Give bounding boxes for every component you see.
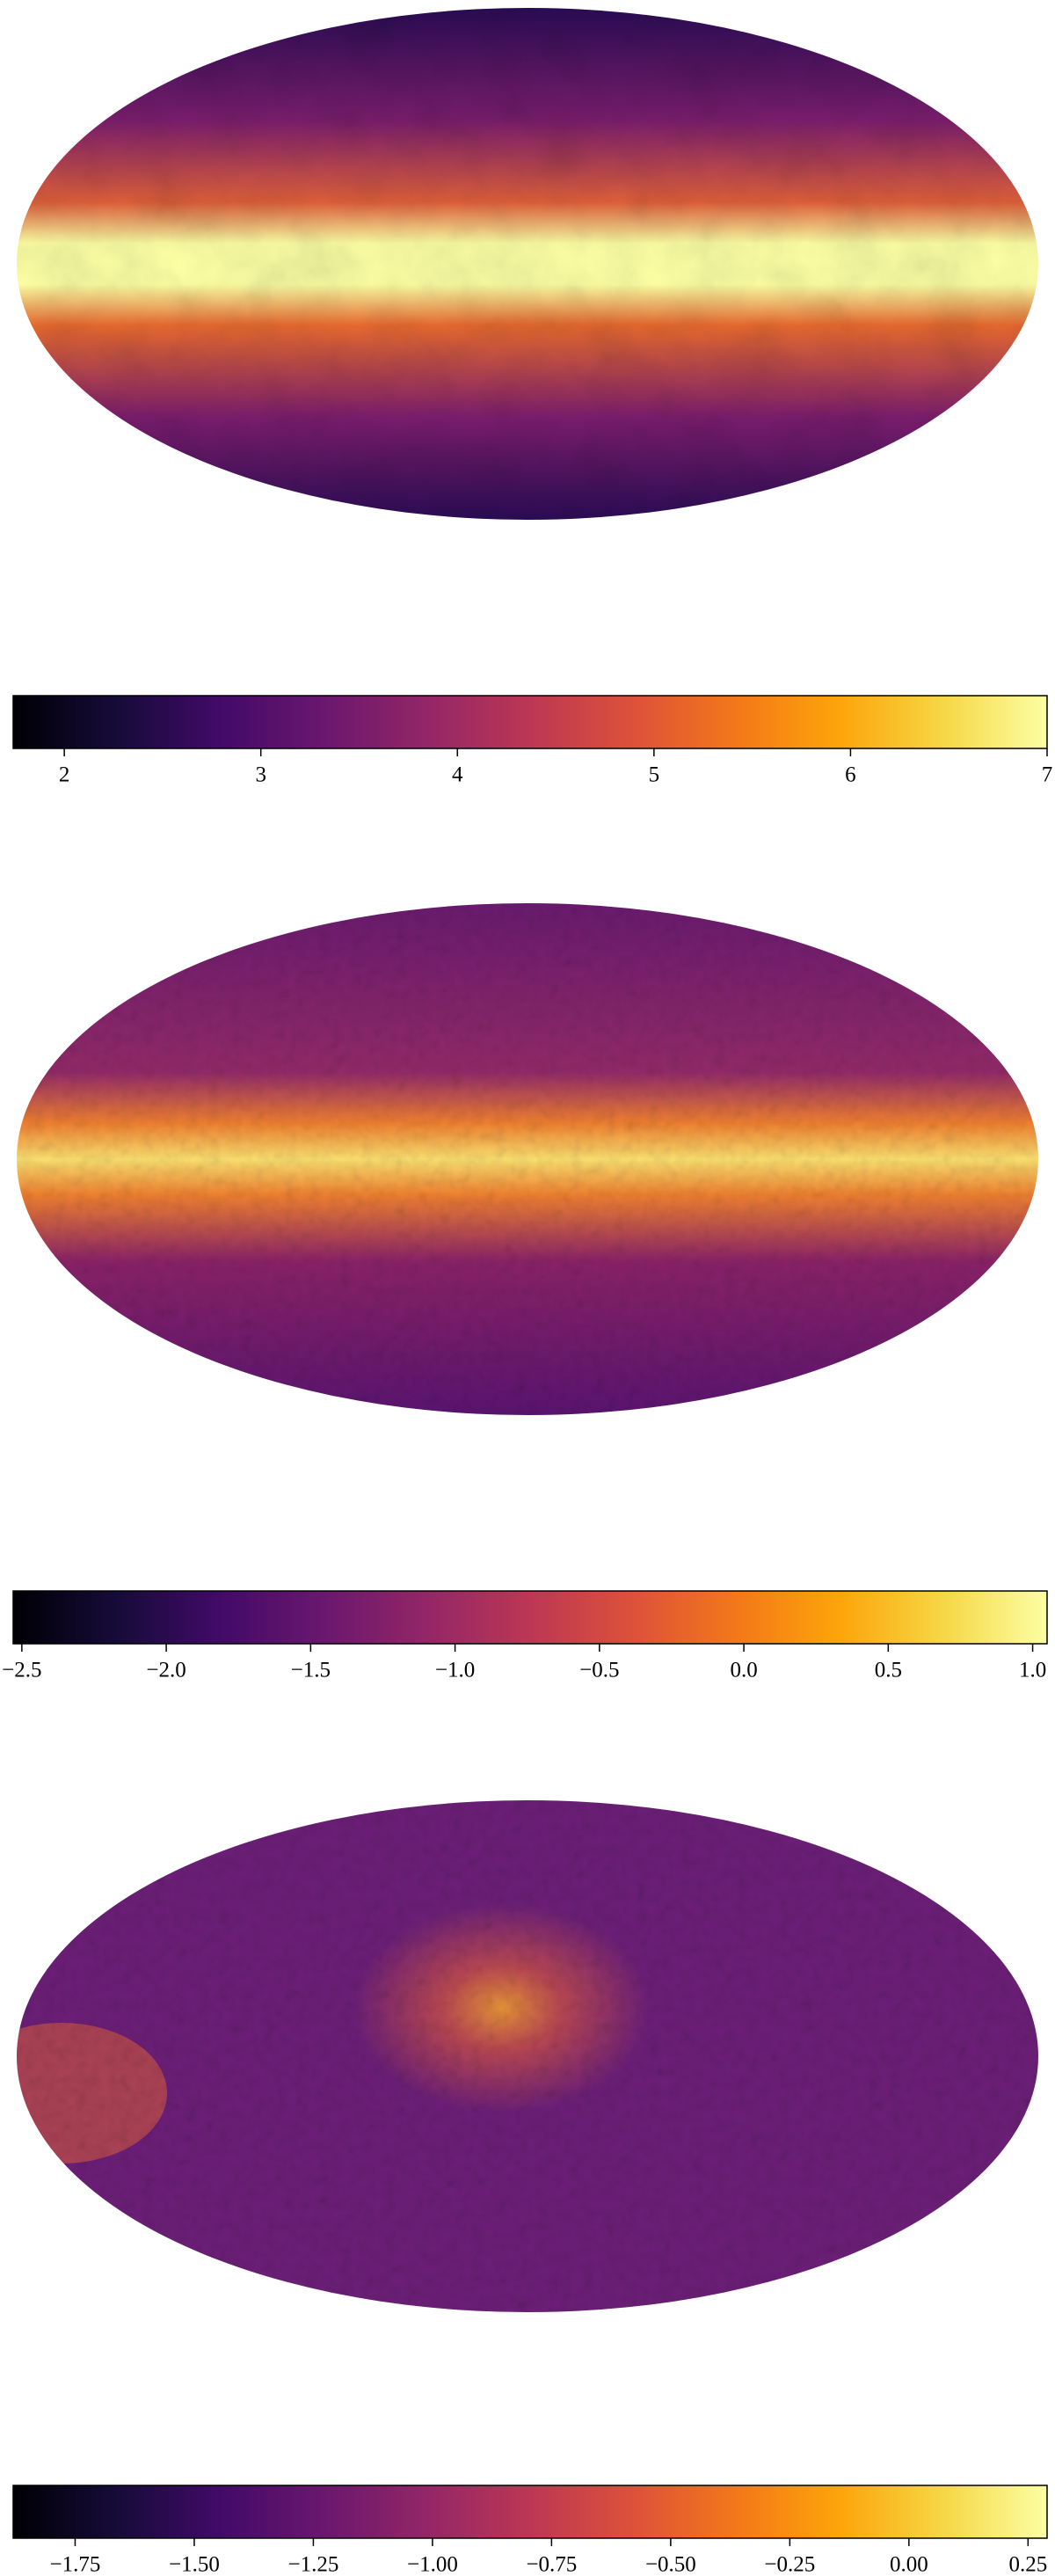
- tick-label: −0.50: [645, 2553, 696, 2572]
- colorbar: [12, 1590, 1048, 1645]
- tick-label: 7: [1042, 763, 1053, 787]
- tick-label: −0.25: [764, 2553, 815, 2572]
- tick-label: 0.25: [1008, 2553, 1047, 2572]
- tick-label: −1.0: [435, 1659, 475, 1682]
- tick-label: 6: [845, 763, 856, 787]
- tick-label: −1.00: [407, 2553, 458, 2572]
- tick-label: −1.75: [50, 2553, 101, 2572]
- sky-map: [17, 8, 1038, 520]
- tick-label: −1.25: [287, 2553, 338, 2572]
- colorbar: [12, 695, 1048, 749]
- tick-label: −2.5: [2, 1659, 41, 1682]
- tick-label: 4: [452, 763, 463, 787]
- tick-label: 0.0: [730, 1659, 757, 1682]
- tick-label: 3: [255, 763, 266, 787]
- tick-label: 2: [59, 763, 70, 787]
- tick-label: 0.00: [890, 2553, 928, 2572]
- sky-map: [17, 1800, 1038, 2312]
- sky-map: [17, 903, 1038, 1415]
- tick-label: −2.0: [146, 1659, 186, 1682]
- tick-label: 1.0: [1019, 1659, 1046, 1682]
- tick-label: −0.75: [526, 2553, 577, 2572]
- tick-label: 0.5: [875, 1659, 902, 1682]
- tick-label: −1.50: [169, 2553, 220, 2572]
- tick-label: 5: [649, 763, 660, 787]
- tick-label: −0.5: [579, 1659, 619, 1682]
- colorbar: [12, 2485, 1048, 2539]
- tick-label: −1.5: [291, 1659, 331, 1682]
